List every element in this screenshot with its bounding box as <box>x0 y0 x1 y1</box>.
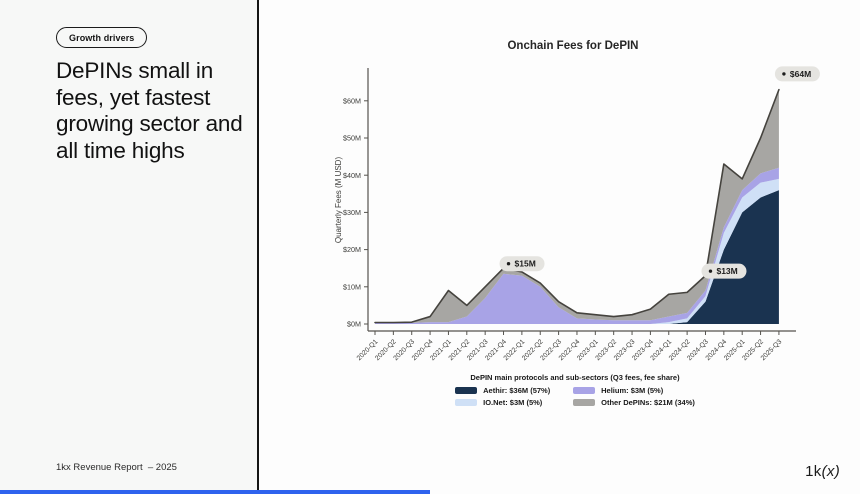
legend-swatch <box>455 399 478 406</box>
y-tick-label: $30M <box>343 208 361 217</box>
legend-item: Aethir: $36M (57%) <box>455 386 573 395</box>
legend-item: Helium: $3M (5%) <box>573 386 695 395</box>
area-aethir <box>375 190 779 324</box>
legend-swatch <box>455 387 478 394</box>
legend-title: DePIN main protocols and sub-sectors (Q3… <box>470 373 680 382</box>
legend-item: Other DePINs: $21M (34%) <box>573 398 695 407</box>
annotation-dot <box>708 269 713 273</box>
legend-swatch <box>573 399 596 406</box>
chart-panel: Onchain Fees for DePIN $0M $10M $20M $30M $4… <box>261 0 860 494</box>
y-tick-label: $60M <box>343 96 361 105</box>
annotation-13M: $13M <box>701 263 747 279</box>
slide-title: DePINs small in fees, yet fastest growin… <box>56 58 243 163</box>
progress-accent-bar <box>0 490 430 494</box>
annotation-label: $64M <box>790 69 811 79</box>
legend-item: IO.Net: $3M (5%) <box>455 398 573 407</box>
total-fees-line <box>374 88 780 324</box>
1kx-logo: 1k(x) <box>805 463 840 480</box>
logo-suffix: (x) <box>821 463 840 480</box>
annotation-64M: $64M <box>774 66 820 82</box>
chart-legend: DePIN main protocols and sub-sectors (Q3… <box>420 373 730 407</box>
annotation-pill <box>701 263 747 279</box>
logo-prefix: 1k <box>805 463 822 480</box>
y-tick-label: $0M <box>347 320 361 329</box>
annotation-15M: $15M <box>499 256 545 272</box>
chart-title: Onchain Fees for DePIN <box>507 40 639 52</box>
legend-grid: Aethir: $36M (57%) Helium: $3M (5%) IO.Net… <box>420 386 730 407</box>
report-footer: 1kx Revenue Report – 2025 <box>56 462 177 473</box>
growth-drivers-badge: Growth drivers <box>56 27 148 48</box>
annotation-label: $15M <box>515 259 536 269</box>
y-tick-label: $50M <box>343 134 361 143</box>
annotation-pill <box>774 66 820 82</box>
y-tick-label: $20M <box>343 245 361 254</box>
legend-label: IO.Net: $3M (5%) <box>483 398 543 407</box>
legend-label: Other DePINs: $21M (34%) <box>601 398 695 407</box>
legend-swatch <box>573 387 596 394</box>
annotation-dot <box>506 262 511 266</box>
annotation-dot <box>782 72 786 76</box>
legend-label: Aethir: $36M (57%) <box>483 386 551 395</box>
annotation-pill <box>499 256 545 272</box>
y-axis-title: Quarterly Fees (M USD) <box>334 157 343 244</box>
y-tick-label: $10M <box>343 282 361 291</box>
fees-area-chart: $0M $10M $20M $30M $40M $50M $60M Quarterly Fee… <box>334 66 820 362</box>
y-tick-label: $40M <box>343 171 361 180</box>
annotation-label: $13M <box>716 266 737 276</box>
legend-label: Helium: $3M (5%) <box>601 386 664 395</box>
left-panel: Growth drivers DePINs small in fees, yet… <box>0 0 259 494</box>
